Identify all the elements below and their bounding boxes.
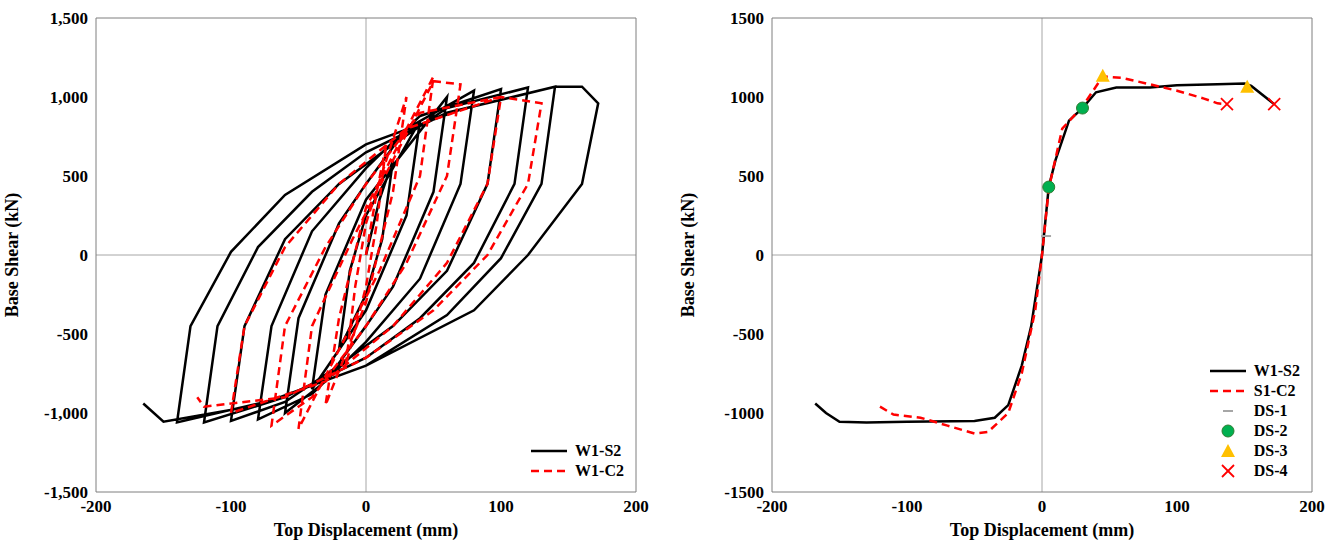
svg-text:100: 100 bbox=[1164, 497, 1190, 516]
svg-text:-1,000: -1,000 bbox=[44, 404, 88, 423]
svg-text:0: 0 bbox=[362, 497, 371, 516]
svg-text:Top Displacement (mm): Top Displacement (mm) bbox=[274, 520, 458, 541]
html-text:W1-S2: W1-S2 bbox=[1253, 362, 1300, 379]
svg-text:-100: -100 bbox=[891, 497, 922, 516]
svg-text:-500: -500 bbox=[733, 325, 764, 344]
svg-text:1500: 1500 bbox=[730, 9, 764, 28]
svg-text:100: 100 bbox=[488, 497, 514, 516]
svg-text:200: 200 bbox=[623, 497, 649, 516]
svg-text:200: 200 bbox=[1299, 497, 1325, 516]
svg-text:Top Displacement (mm): Top Displacement (mm) bbox=[950, 520, 1134, 541]
html-text:S1-C2: S1-C2 bbox=[1253, 382, 1296, 399]
svg-text:500: 500 bbox=[739, 167, 765, 186]
svg-text:0: 0 bbox=[80, 246, 89, 265]
html-text:DS-1: DS-1 bbox=[1253, 402, 1288, 419]
svg-text:500: 500 bbox=[63, 167, 89, 186]
svg-text:1,000: 1,000 bbox=[50, 88, 88, 107]
html-text:DS-3: DS-3 bbox=[1253, 442, 1288, 459]
svg-text:Base Shear (kN): Base Shear (kN) bbox=[2, 193, 23, 318]
svg-text:-200: -200 bbox=[80, 497, 112, 517]
html-text:DS-4: DS-4 bbox=[1253, 462, 1288, 479]
svg-text:1000: 1000 bbox=[730, 88, 764, 107]
html-text:DS-2: DS-2 bbox=[1253, 422, 1288, 439]
svg-text:-500: -500 bbox=[57, 325, 88, 344]
svg-text:0: 0 bbox=[756, 246, 765, 265]
svg-text:1,500: 1,500 bbox=[50, 9, 88, 28]
html-text:W1-C2: W1-C2 bbox=[575, 462, 624, 479]
svg-text:0: 0 bbox=[1038, 497, 1047, 516]
svg-text:-1500: -1500 bbox=[724, 483, 764, 502]
svg-text:Base Shear (kN): Base Shear (kN) bbox=[678, 193, 699, 318]
svg-text:-1000: -1000 bbox=[724, 404, 764, 423]
html-text:W1-S2: W1-S2 bbox=[575, 442, 622, 459]
svg-text:-200: -200 bbox=[756, 497, 788, 517]
svg-text:-100: -100 bbox=[215, 497, 246, 516]
svg-text:-1,500: -1,500 bbox=[44, 483, 88, 502]
